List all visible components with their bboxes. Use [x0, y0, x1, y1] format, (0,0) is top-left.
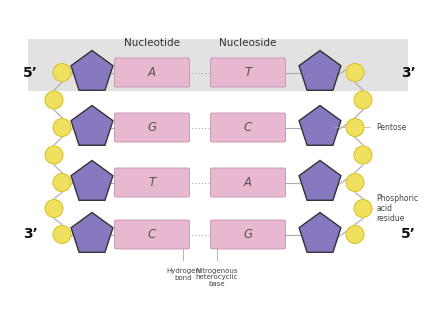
FancyBboxPatch shape	[115, 58, 190, 87]
Text: Phosphoric
acid
residue: Phosphoric acid residue	[372, 194, 418, 223]
FancyBboxPatch shape	[211, 58, 286, 87]
Polygon shape	[71, 212, 113, 252]
Circle shape	[346, 63, 364, 82]
Text: A: A	[244, 176, 252, 189]
Polygon shape	[299, 106, 341, 145]
Text: 3’: 3’	[401, 66, 416, 79]
FancyBboxPatch shape	[211, 220, 286, 249]
Text: A: A	[148, 66, 156, 79]
Text: Nucleoside: Nucleoside	[219, 37, 277, 47]
Text: T: T	[245, 66, 252, 79]
Text: Hydrogen
bond: Hydrogen bond	[166, 268, 200, 281]
Circle shape	[346, 118, 364, 137]
Circle shape	[53, 173, 71, 191]
Circle shape	[354, 146, 372, 164]
Text: 5’: 5’	[23, 66, 37, 79]
Text: 5’: 5’	[401, 228, 416, 242]
FancyBboxPatch shape	[211, 168, 286, 197]
FancyBboxPatch shape	[115, 168, 190, 197]
Polygon shape	[71, 106, 113, 145]
Circle shape	[354, 91, 372, 109]
Polygon shape	[299, 161, 341, 200]
Circle shape	[53, 63, 71, 82]
Text: Nitrogenous
heterocyclic
base: Nitrogenous heterocyclic base	[196, 268, 238, 287]
Circle shape	[45, 146, 63, 164]
FancyBboxPatch shape	[211, 113, 286, 142]
FancyBboxPatch shape	[115, 113, 190, 142]
Circle shape	[53, 118, 71, 137]
Text: C: C	[148, 228, 156, 241]
Polygon shape	[71, 161, 113, 200]
Circle shape	[45, 91, 63, 109]
Text: C: C	[244, 121, 252, 134]
Text: Pentose: Pentose	[334, 123, 406, 132]
Text: G: G	[147, 121, 157, 134]
Polygon shape	[71, 51, 113, 90]
Polygon shape	[299, 51, 341, 90]
Bar	[28, 38, 408, 91]
Polygon shape	[299, 212, 341, 252]
Text: G: G	[243, 228, 252, 241]
Circle shape	[53, 226, 71, 244]
Circle shape	[354, 199, 372, 218]
Text: Nucleotide: Nucleotide	[124, 37, 180, 47]
Circle shape	[45, 199, 63, 218]
Circle shape	[346, 226, 364, 244]
Text: T: T	[148, 176, 156, 189]
Circle shape	[346, 173, 364, 191]
FancyBboxPatch shape	[115, 220, 190, 249]
Text: 3’: 3’	[23, 228, 37, 242]
